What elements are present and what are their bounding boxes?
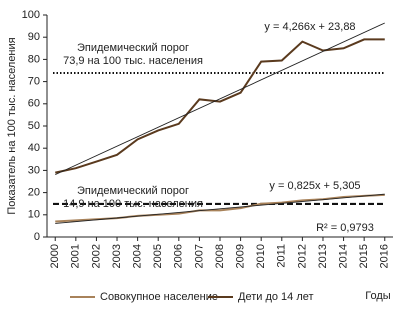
y-tick-label: 60	[28, 98, 40, 110]
y-tick-label: 30	[28, 164, 40, 176]
x-tick-label: 2009	[235, 244, 247, 268]
trend-line	[55, 22, 385, 176]
x-tick-label: 2006	[173, 244, 185, 268]
x-tick-label: 2015	[358, 244, 370, 268]
x-tick-label: 2011	[276, 244, 288, 268]
legend-label: Дети до 14 лет	[238, 291, 314, 303]
x-tick-label: 2007	[193, 244, 205, 268]
x-tick-label: 2010	[255, 244, 267, 268]
series-line	[55, 38, 385, 174]
legend-label: Совокупное население	[100, 291, 218, 303]
x-tick-label: 2008	[214, 244, 226, 268]
y-tick-label: 50	[28, 120, 40, 132]
x-tick-label: 2004	[132, 244, 144, 268]
y-tick-label: 10	[28, 209, 40, 221]
y-tick-label: 90	[28, 31, 40, 43]
x-axis-label: Годы	[365, 290, 391, 302]
x-tick-label: 2001	[70, 244, 82, 268]
y-tick-label: 0	[34, 231, 40, 243]
annotation: 73,9 на 100 тыс. населения	[63, 55, 203, 67]
x-tick-label: 2013	[317, 244, 329, 268]
y-tick-label: 70	[28, 76, 40, 88]
x-tick-label: 2012	[296, 244, 308, 268]
y-tick-label: 100	[22, 9, 40, 21]
annotation: 14,9 на 100 тыс. населения	[63, 198, 203, 210]
annotation: R² = 0,9793	[316, 222, 374, 234]
y-tick-label: 20	[28, 187, 40, 199]
x-tick-label: 2000	[49, 244, 61, 268]
annotation: Эпидемический порог	[77, 185, 189, 197]
trend-line	[55, 193, 385, 224]
annotation: y = 4,266x + 23,88	[264, 21, 355, 33]
x-tick-label: 2016	[379, 244, 391, 268]
y-tick-label: 40	[28, 142, 40, 154]
x-tick-label: 2002	[90, 244, 102, 268]
x-tick-label: 2003	[111, 244, 123, 268]
annotation: y = 0,825x + 5,305	[269, 180, 360, 192]
x-tick-label: 2014	[337, 244, 349, 268]
y-tick-label: 80	[28, 53, 40, 65]
x-tick-label: 2005	[152, 244, 164, 268]
annotation: Эпидемический порог	[77, 42, 189, 54]
y-axis-label: Показатель на 100 тыс. населения	[6, 37, 18, 214]
